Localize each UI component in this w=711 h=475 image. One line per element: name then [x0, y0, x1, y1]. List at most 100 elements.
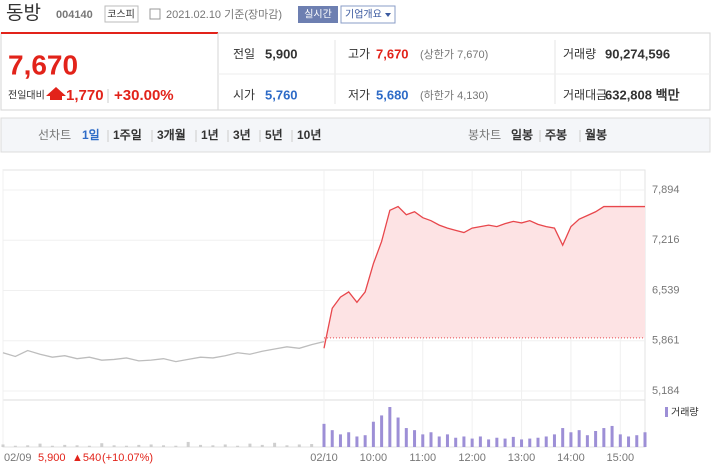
x-tick-label: 02/09 — [4, 452, 32, 464]
volume-bar — [236, 445, 240, 447]
period-tab[interactable]: 1주일 — [113, 128, 142, 142]
volume-bar — [495, 437, 499, 447]
volume-bar — [223, 444, 227, 447]
x-tick-label: 10:00 — [360, 452, 388, 464]
volume-bar — [503, 438, 507, 447]
y-tick-label: 5,861 — [652, 335, 680, 347]
period-tab[interactable]: 1일 — [82, 128, 100, 142]
volume-bar — [635, 435, 639, 447]
period-tab[interactable]: 5년 — [265, 128, 283, 142]
volume-bar — [454, 437, 458, 447]
volume-bar — [124, 445, 128, 447]
volume-bar — [330, 430, 334, 447]
candle-tab[interactable]: 주봉 — [545, 128, 567, 142]
volume-bar — [38, 443, 42, 447]
volume-bar — [577, 430, 581, 447]
stat-note: (상한가 7,670) — [420, 48, 488, 61]
volume-bar — [388, 407, 392, 447]
volume-bar — [487, 439, 491, 447]
volume-bar — [413, 430, 417, 447]
price-line — [2, 340, 325, 363]
calendar-icon — [149, 8, 161, 20]
volume-bar — [186, 441, 190, 447]
period-tab[interactable]: 3개월 — [157, 127, 186, 142]
market: 코스피 — [107, 9, 135, 21]
volume-bar — [643, 432, 647, 447]
company-button[interactable] — [340, 5, 396, 24]
period-tab[interactable]: 3년 — [233, 128, 251, 142]
volume-bar — [162, 445, 165, 447]
plot: 5,184 5,861 6,539 7,216 7,894 02/09 02/10 10:00… — [1, 170, 680, 464]
stat-label: 거래대금 — [563, 88, 607, 102]
y-tick-label: 7,894 — [652, 184, 680, 196]
volume-bar — [396, 417, 400, 447]
company[interactable]: 기업개요 — [345, 8, 382, 21]
volume-bar — [528, 438, 532, 447]
volume-bar — [355, 436, 359, 447]
market-badge — [104, 5, 139, 23]
volume-legend: 거래량 — [671, 407, 699, 419]
info-change: ▲540 — [72, 452, 101, 464]
realtime-button[interactable] — [298, 6, 338, 23]
volume-bar — [174, 445, 178, 447]
volume-bar — [100, 443, 104, 447]
volume-bar — [627, 436, 631, 447]
stat-label: 거래량 — [563, 47, 596, 61]
dropdown-arrow — [385, 13, 391, 17]
volume-bar — [618, 434, 622, 447]
volume-bar — [536, 437, 540, 447]
volume-bar — [569, 432, 573, 447]
info-rate: (+10.07%) — [102, 452, 153, 464]
volume-bar — [363, 435, 367, 447]
change: 1,770 — [66, 87, 104, 104]
stat-label: 시가 — [233, 88, 255, 102]
volume-bar — [322, 423, 326, 447]
stat-value: 7,670 — [376, 46, 409, 61]
volume-bar — [602, 428, 606, 447]
x-tick-label: 12:00 — [458, 452, 486, 464]
volume-bar — [429, 432, 433, 447]
volume-bar — [248, 443, 252, 447]
volume-bar — [552, 434, 556, 447]
volume-bar — [199, 444, 203, 447]
price: 7,670 — [8, 49, 78, 80]
volume-bar — [273, 442, 277, 447]
tabs: 1일 1주일 3개월 1년 3년 5년 10년 일봉 주봉 월봉 — [82, 127, 607, 142]
volume-legend-swatch — [665, 407, 668, 417]
volume-bar — [585, 435, 589, 447]
period-tab[interactable]: 10년 — [297, 128, 321, 142]
stat-value: 632,808 백만 — [605, 87, 680, 102]
volume-bar — [149, 444, 153, 447]
quote-box — [0, 32, 711, 111]
stat-label: 저가 — [348, 88, 370, 102]
volume-bar — [511, 436, 515, 447]
stock-code: 004140 — [56, 9, 93, 21]
volume-bar — [310, 444, 314, 447]
candle-tab[interactable]: 일봉 — [511, 128, 533, 142]
realtime[interactable]: 실시간 — [304, 9, 332, 21]
candle-tab[interactable]: 월봉 — [585, 127, 607, 142]
volume-bar — [112, 445, 116, 447]
volume-bar — [26, 445, 30, 447]
info-price: 5,900 — [38, 452, 66, 464]
volume-bar — [462, 436, 466, 447]
volume-bar — [371, 421, 375, 447]
volume-bar — [421, 434, 425, 447]
volume-bar — [380, 415, 384, 447]
x-tick-label: 02/10 — [310, 452, 338, 464]
volume-bar — [437, 436, 441, 447]
volume-bar — [260, 444, 264, 447]
period-tab[interactable]: 1년 — [201, 128, 219, 142]
volume-bar — [211, 445, 215, 447]
x-tick-label: 13:00 — [508, 452, 536, 464]
volume-bar — [297, 444, 301, 447]
volume-bar — [561, 428, 565, 447]
x-tick-label: 14:00 — [557, 452, 585, 464]
candle-label: 봉차트 — [468, 128, 501, 142]
volume-bar — [520, 439, 524, 447]
stat-label: 고가 — [348, 47, 370, 61]
volume-bar — [338, 434, 342, 447]
volume-bar — [63, 444, 67, 447]
date: 2021.02.10 기준(장마감) — [166, 8, 282, 21]
